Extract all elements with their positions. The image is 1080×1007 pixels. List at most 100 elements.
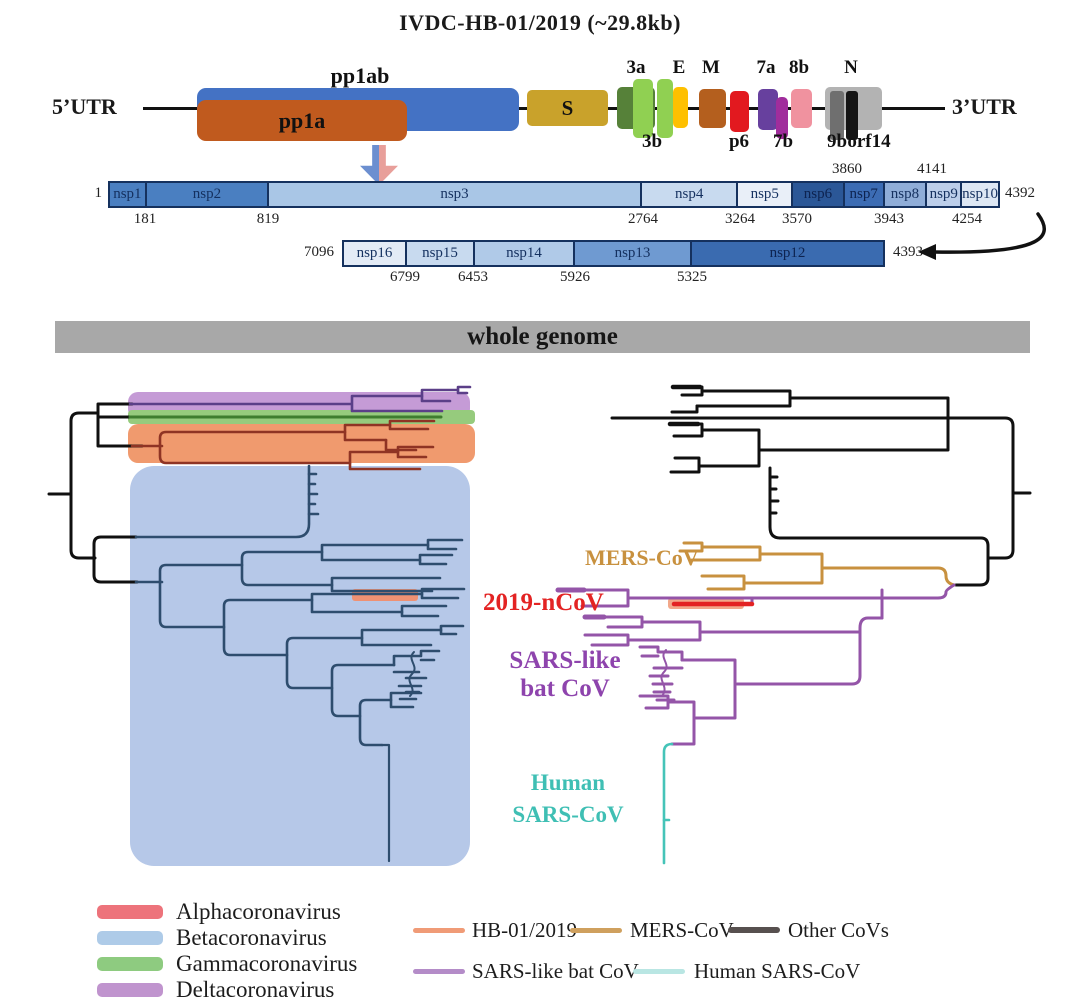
human-sars-line-swatch [633, 969, 685, 974]
nsp8-segment: nsp8 [884, 183, 928, 206]
orfE-label: E [672, 57, 686, 78]
orfM-label: M [702, 57, 720, 78]
p6-label: p6 [728, 131, 750, 152]
phylogenetic-trees [47, 384, 1032, 866]
deltacoronavirus-label: Deltacoronavirus [176, 977, 335, 1002]
orf9b-label: 9b [826, 131, 848, 152]
nsp-row2-start: 7096 [304, 244, 334, 260]
orf7a-box [758, 89, 778, 130]
nsp-tick-3264: 3264 [725, 211, 755, 227]
nsp4-segment: nsp4 [641, 183, 739, 206]
alphacoronavirus-swatch [97, 905, 163, 919]
orf7b-box [776, 97, 788, 139]
sars-like-line-swatch [413, 969, 465, 974]
orf3b-label: 3b [641, 131, 663, 152]
orf9b-box [830, 91, 844, 140]
other-covs-line-swatch [728, 927, 780, 933]
orf7a-label: 7a [756, 57, 776, 78]
down-arrow-icon [360, 145, 398, 185]
alphacoronavirus-label: Alphacoronavirus [176, 899, 341, 924]
nsp-row1: nsp1 nsp2 nsp3 nsp4 nsp5 nsp6 nsp7 nsp8 … [108, 181, 1000, 208]
nsp16-segment: nsp16 [344, 242, 407, 265]
left-tree-alpha-branches [130, 419, 436, 471]
hb-01-2019-label: HB-01/2019 [472, 918, 577, 942]
betacoronavirus-swatch [97, 931, 163, 945]
human-sars-cov-label: Human SARS-CoV [478, 767, 658, 831]
nsp-row2-end: 4393 [893, 244, 923, 260]
human-sars-label-line1: Human [530, 770, 606, 795]
orfN-label: N [844, 57, 858, 78]
left-tree-delta-branches [128, 385, 472, 413]
right-tree-mers-branches [678, 541, 956, 591]
utr3-label: 3’UTR [952, 94, 1017, 119]
right-tree-human-sars-branch [662, 742, 674, 865]
nsp-tick-6799: 6799 [390, 269, 420, 285]
nsp-tick-6453: 6453 [458, 269, 488, 285]
orf3b-box-2 [657, 79, 673, 138]
right-tree-sars-like-branches [555, 583, 956, 746]
left-tree-beta-branches [134, 464, 466, 863]
whole-genome-banner: whole genome [55, 321, 1030, 353]
nsp-row2: nsp16 nsp15 nsp14 nsp13 nsp12 [342, 240, 885, 267]
mers-line-swatch [570, 928, 622, 933]
nsp-tick-5926: 5926 [560, 269, 590, 285]
nsp7-segment: nsp7 [844, 183, 885, 206]
nsp-tick-181: 181 [133, 211, 157, 227]
figure-title: IVDC-HB-01/2019 (~29.8kb) [399, 10, 681, 35]
orfM-box [699, 89, 726, 128]
nsp3-segment: nsp3 [269, 183, 642, 206]
orf8b-label: 8b [788, 57, 810, 78]
nsp-tick-4141: 4141 [917, 161, 947, 177]
orf7b-label: 7b [772, 131, 794, 152]
orf14-box [846, 91, 858, 140]
nsp-row1-start: 1 [94, 185, 103, 201]
nsp-tick-2764: 2764 [628, 211, 658, 227]
nsp-tick-5325: 5325 [677, 269, 707, 285]
betacoronavirus-box [130, 466, 470, 866]
gammacoronavirus-label: Gammacoronavirus [176, 951, 358, 976]
gammacoronavirus-swatch [97, 957, 163, 971]
other-covs-label: Other CoVs [788, 918, 889, 942]
pp1ab-label: pp1ab [330, 63, 390, 88]
betacoronavirus-label: Betacoronavirus [176, 925, 327, 950]
nsp10-segment: nsp10 [962, 183, 998, 206]
nsp-tick-3943: 3943 [874, 211, 904, 227]
nsp-tick-3570: 3570 [782, 211, 812, 227]
orf3b-box-1 [633, 79, 653, 138]
right-tree-other-branches [610, 384, 1032, 587]
nsp6-segment: nsp6 [793, 183, 845, 206]
nsp2-segment: nsp2 [146, 183, 270, 206]
mers-cov-label: MERS-CoV [585, 545, 699, 570]
hb-01-2019-line-swatch [413, 928, 465, 933]
utr5-label: 5’UTR [52, 94, 117, 119]
nsp13-segment: nsp13 [575, 242, 692, 265]
sars-like-label-line2: bat CoV [520, 675, 610, 702]
deltacoronavirus-swatch [97, 983, 163, 997]
nsp-tick-819: 819 [256, 211, 280, 227]
ncov-label: 2019-nCoV [483, 589, 604, 616]
sars-like-line-label: SARS-like bat CoV [472, 959, 639, 983]
nsp14-segment: nsp14 [475, 242, 575, 265]
left-tree-root-branches [47, 402, 144, 584]
orf14-label: orf14 [847, 131, 891, 152]
nsp15-segment: nsp15 [407, 242, 475, 265]
sars-like-bat-cov-label: SARS-like bat CoV [470, 647, 660, 703]
nsp-row1-end: 4392 [1005, 185, 1035, 201]
nsp1-segment: nsp1 [110, 183, 147, 206]
spike-label: S [561, 95, 574, 120]
sars-like-label-line1: SARS-like [509, 647, 621, 674]
p6-box [730, 91, 749, 132]
human-sars-label-line2: SARS-CoV [512, 802, 624, 827]
orf3a-label: 3a [626, 57, 646, 78]
nsp12-segment: nsp12 [692, 242, 883, 265]
nsp5-segment: nsp5 [738, 183, 794, 206]
orfE-box [673, 87, 688, 128]
spike-box: S [527, 90, 608, 126]
nsp-tick-4254: 4254 [952, 211, 982, 227]
curved-arrow-icon [918, 212, 1046, 260]
nsp9-segment: nsp9 [927, 183, 963, 206]
orf8b-box [791, 89, 812, 128]
pp1a-label: pp1a [278, 107, 326, 133]
nsp-tick-3860: 3860 [832, 161, 862, 177]
